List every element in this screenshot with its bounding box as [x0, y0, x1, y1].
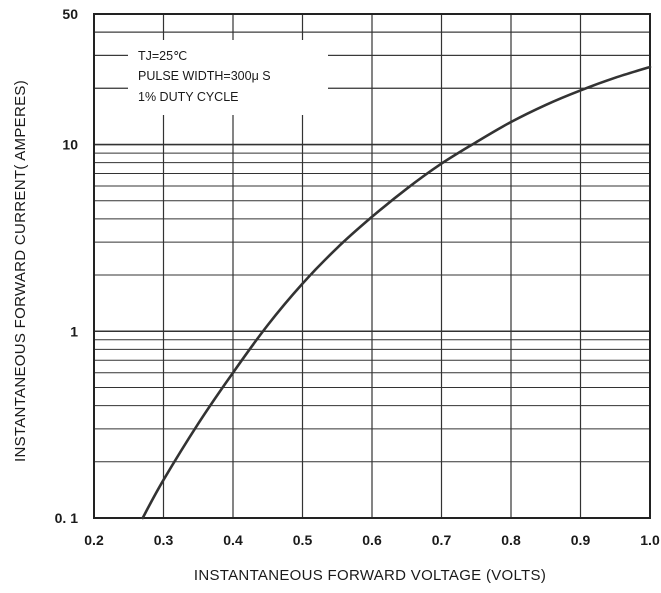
x-axis-title: INSTANTANEOUS FORWARD VOLTAGE (VOLTS) — [194, 567, 546, 584]
annotation-junction-temp: TJ=25℃ — [138, 49, 187, 63]
x-tick-label: 0.4 — [223, 532, 243, 548]
series-layer — [141, 65, 652, 520]
x-tick-label: 0.8 — [501, 532, 521, 548]
tick-labels: 0.2 0.3 0.4 0.5 0.6 0.7 0.8 0.9 1.0 0. 1 1 10 50 — [55, 6, 660, 548]
annotation-box: TJ=25℃ PULSE WIDTH=300μ S 1% DUTY CYCLE — [128, 40, 328, 115]
y-tick-label: 1 — [70, 323, 78, 339]
y-tick-label: 10 — [62, 137, 78, 153]
x-tick-label: 0.9 — [571, 532, 591, 548]
y-tick-label: 0. 1 — [55, 510, 79, 526]
y-axis-title: INSTANTANEOUS FORWARD CURRENT( AMPERES) — [12, 80, 29, 462]
y-tick-label: 50 — [62, 6, 78, 22]
x-tick-label: 0.7 — [432, 532, 452, 548]
x-tick-label: 0.5 — [293, 532, 313, 548]
annotation-pulse-width: PULSE WIDTH=300μ S — [138, 69, 271, 83]
annotation-box-bg — [128, 40, 328, 115]
series-line — [141, 65, 652, 520]
annotation-duty-cycle: 1% DUTY CYCLE — [138, 90, 239, 104]
x-tick-label: 1.0 — [640, 532, 660, 548]
x-tick-label: 0.3 — [154, 532, 174, 548]
plot-frame — [93, 13, 651, 519]
x-tick-label: 0.2 — [84, 532, 104, 548]
x-tick-label: 0.6 — [362, 532, 382, 548]
